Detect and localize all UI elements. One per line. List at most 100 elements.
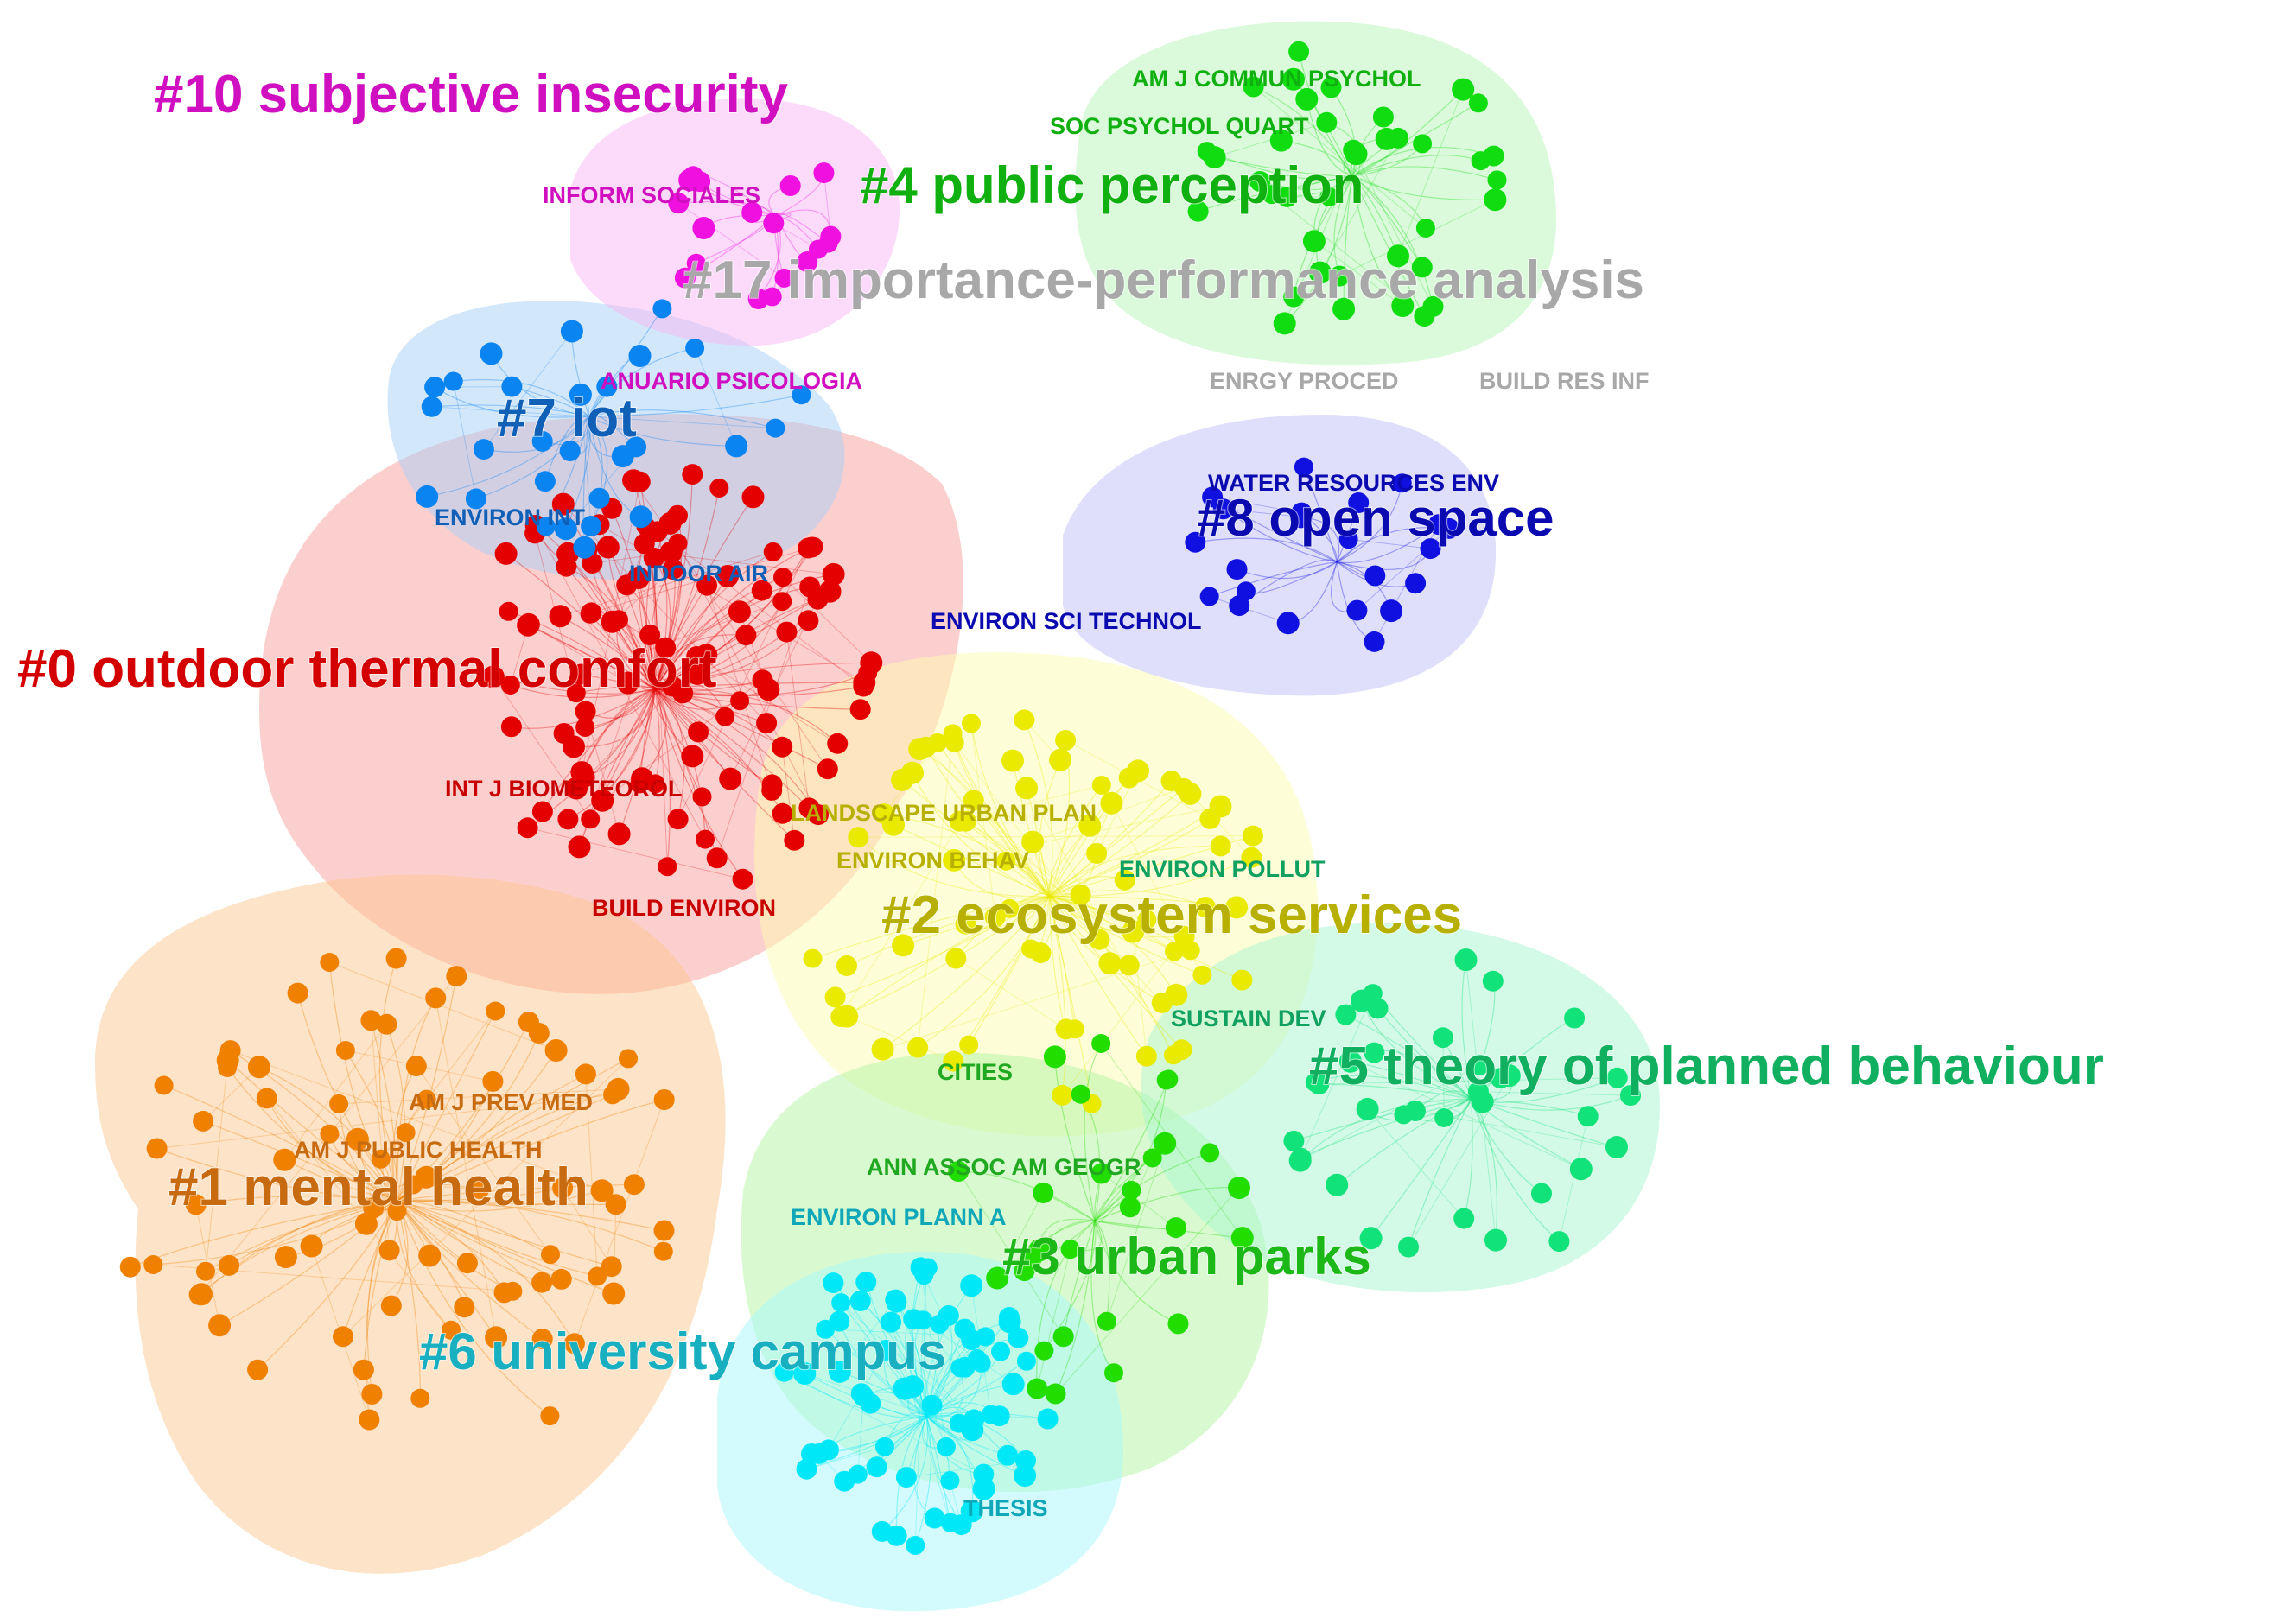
reference-node[interactable] xyxy=(1210,796,1232,818)
reference-node[interactable] xyxy=(766,419,785,438)
reference-node[interactable] xyxy=(518,817,538,838)
reference-node[interactable] xyxy=(1027,1379,1047,1399)
reference-node[interactable] xyxy=(999,1307,1020,1328)
reference-node[interactable] xyxy=(444,372,463,391)
reference-node[interactable] xyxy=(424,377,445,397)
reference-node[interactable] xyxy=(872,1038,894,1061)
reference-node[interactable] xyxy=(1097,1312,1116,1331)
reference-node[interactable] xyxy=(608,822,631,845)
reference-node[interactable] xyxy=(834,1471,855,1492)
reference-node[interactable] xyxy=(1394,1105,1413,1124)
reference-node[interactable] xyxy=(850,1291,871,1311)
reference-node[interactable] xyxy=(867,1456,887,1477)
reference-node[interactable] xyxy=(602,1283,625,1305)
reference-node[interactable] xyxy=(606,1194,626,1215)
reference-node[interactable] xyxy=(575,1063,596,1084)
reference-node[interactable] xyxy=(563,735,585,758)
reference-node[interactable] xyxy=(1015,777,1038,799)
reference-node[interactable] xyxy=(688,721,709,742)
reference-node[interactable] xyxy=(944,724,963,743)
reference-node[interactable] xyxy=(906,1536,925,1555)
reference-node[interactable] xyxy=(612,445,634,467)
reference-node[interactable] xyxy=(1416,219,1435,238)
reference-node[interactable] xyxy=(823,1272,843,1293)
reference-node[interactable] xyxy=(1564,1008,1585,1029)
reference-node[interactable] xyxy=(386,948,407,969)
reference-node[interactable] xyxy=(797,1459,817,1480)
reference-node[interactable] xyxy=(425,987,446,1008)
reference-node[interactable] xyxy=(1413,134,1432,153)
reference-node[interactable] xyxy=(1017,1352,1036,1371)
reference-node[interactable] xyxy=(773,568,792,587)
reference-node[interactable] xyxy=(991,1342,1010,1361)
reference-node[interactable] xyxy=(733,869,753,890)
reference-node[interactable] xyxy=(1434,1108,1453,1127)
reference-node[interactable] xyxy=(1484,1229,1507,1252)
reference-node[interactable] xyxy=(474,439,494,460)
reference-node[interactable] xyxy=(959,1036,978,1055)
reference-node[interactable] xyxy=(804,949,823,968)
reference-node[interactable] xyxy=(630,505,652,528)
reference-node[interactable] xyxy=(757,678,779,701)
reference-node[interactable] xyxy=(1100,792,1122,815)
reference-node[interactable] xyxy=(1373,107,1394,128)
reference-node[interactable] xyxy=(1200,1143,1219,1162)
reference-node[interactable] xyxy=(692,217,715,239)
reference-node[interactable] xyxy=(532,802,553,822)
reference-node[interactable] xyxy=(609,610,628,629)
reference-node[interactable] xyxy=(1531,1183,1552,1204)
reference-node[interactable] xyxy=(288,983,308,1004)
reference-node[interactable] xyxy=(556,556,576,577)
reference-node[interactable] xyxy=(353,1360,374,1380)
reference-node[interactable] xyxy=(772,592,792,611)
reference-node[interactable] xyxy=(848,827,868,847)
reference-node[interactable] xyxy=(518,613,540,636)
reference-node[interactable] xyxy=(545,1039,568,1062)
reference-node[interactable] xyxy=(654,1221,675,1241)
reference-node[interactable] xyxy=(257,1088,277,1108)
reference-node[interactable] xyxy=(798,538,818,559)
reference-node[interactable] xyxy=(820,226,841,247)
reference-node[interactable] xyxy=(581,602,601,623)
reference-node[interactable] xyxy=(336,1041,355,1060)
reference-node[interactable] xyxy=(652,299,671,318)
reference-node[interactable] xyxy=(120,1257,141,1278)
reference-node[interactable] xyxy=(945,948,966,969)
reference-node[interactable] xyxy=(1179,783,1201,805)
reference-node[interactable] xyxy=(756,713,777,733)
reference-node[interactable] xyxy=(922,1395,943,1416)
reference-node[interactable] xyxy=(1091,1034,1110,1053)
reference-node[interactable] xyxy=(742,485,765,508)
reference-node[interactable] xyxy=(715,707,734,726)
reference-node[interactable] xyxy=(823,563,845,586)
reference-node[interactable] xyxy=(155,1076,174,1095)
reference-node[interactable] xyxy=(962,714,981,733)
reference-node[interactable] xyxy=(1038,1409,1059,1430)
reference-node[interactable] xyxy=(622,469,645,492)
reference-node[interactable] xyxy=(831,1293,850,1312)
reference-node[interactable] xyxy=(501,716,522,737)
reference-node[interactable] xyxy=(772,803,793,824)
reference-node[interactable] xyxy=(589,488,610,509)
reference-node[interactable] xyxy=(681,745,703,767)
reference-node[interactable] xyxy=(817,758,838,779)
reference-node[interactable] xyxy=(1243,826,1263,847)
reference-node[interactable] xyxy=(1002,1373,1025,1395)
reference-node[interactable] xyxy=(1228,1177,1250,1199)
reference-node[interactable] xyxy=(540,1406,559,1425)
reference-node[interactable] xyxy=(1200,587,1219,606)
reference-node[interactable] xyxy=(1357,1098,1379,1120)
reference-node[interactable] xyxy=(1071,1085,1090,1104)
reference-node[interactable] xyxy=(1283,1131,1304,1151)
reference-node[interactable] xyxy=(629,345,652,367)
reference-node[interactable] xyxy=(1001,750,1024,772)
reference-node[interactable] xyxy=(359,1410,379,1431)
reference-node[interactable] xyxy=(1092,776,1111,795)
reference-node[interactable] xyxy=(1483,971,1504,992)
reference-node[interactable] xyxy=(1277,612,1300,634)
reference-node[interactable] xyxy=(499,602,518,621)
reference-node[interactable] xyxy=(1052,1085,1072,1106)
reference-node[interactable] xyxy=(813,162,834,183)
reference-node[interactable] xyxy=(1398,1237,1419,1258)
reference-node[interactable] xyxy=(301,1235,323,1258)
